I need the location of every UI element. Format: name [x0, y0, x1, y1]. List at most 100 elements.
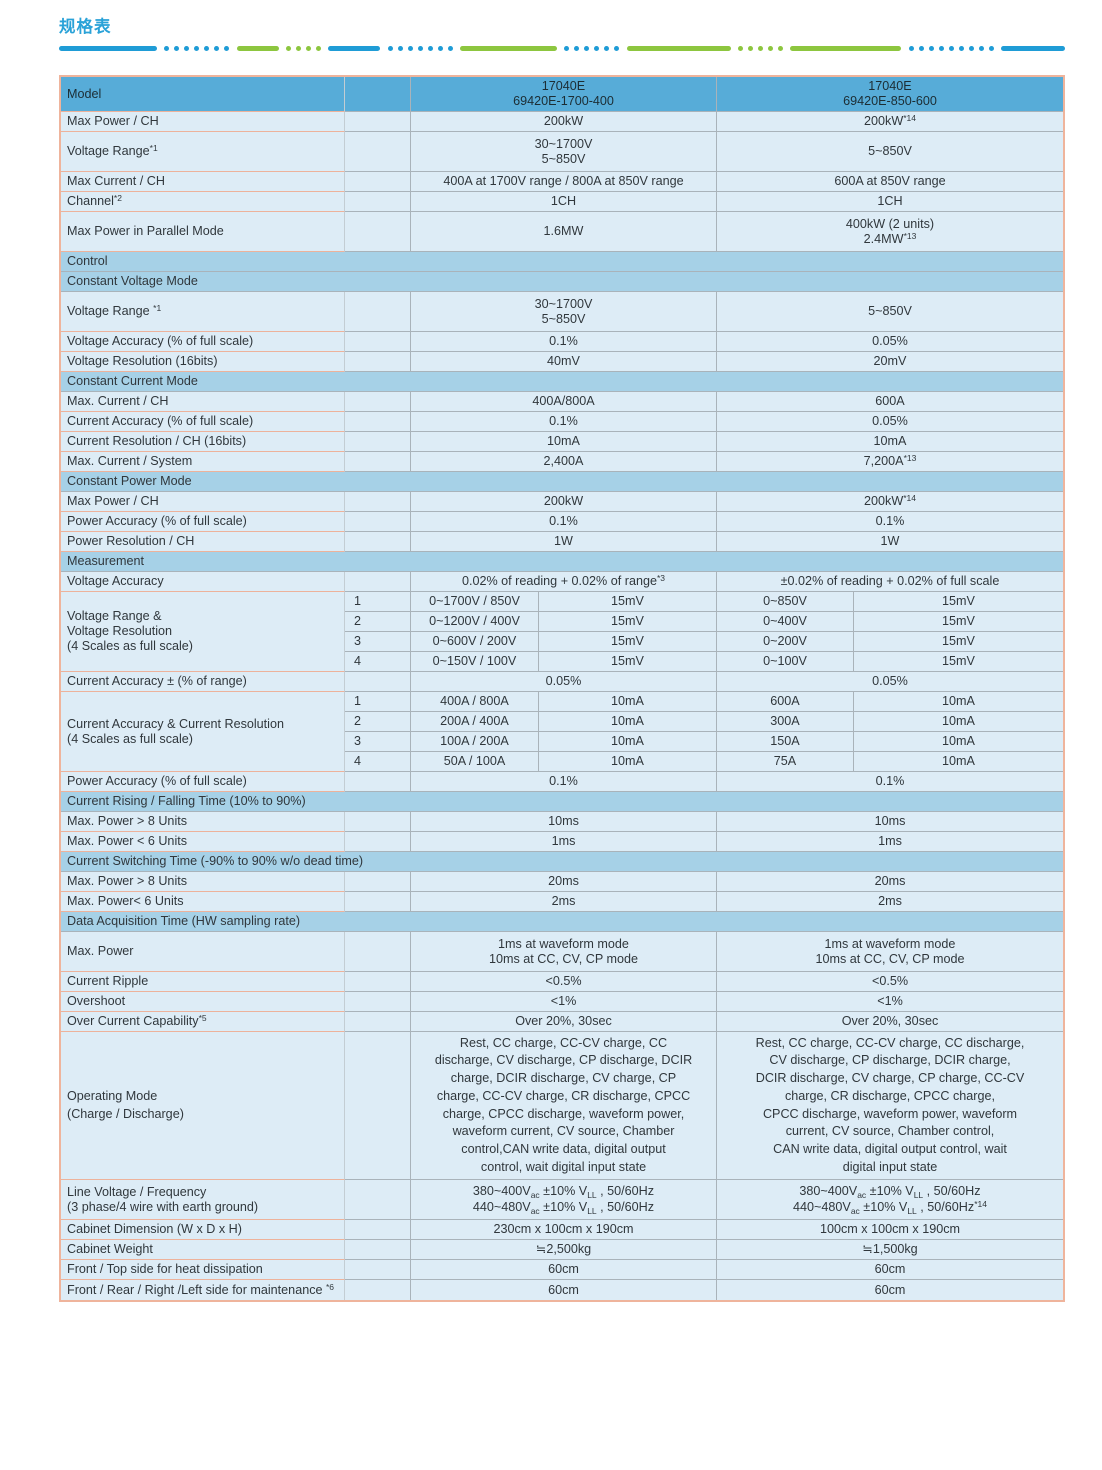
text-segment: Current Resolution / CH (16bits)	[67, 434, 247, 448]
row-label: Front / Rear / Right /Left side for main…	[61, 1280, 345, 1300]
value-col1: 1ms	[411, 832, 717, 852]
scale-resolution-col1: 10mA	[539, 752, 717, 772]
value-col2: 1ms at waveform mode 10ms at CC, CV, CP m…	[717, 932, 1063, 972]
value-col1: Over 20%, 30sec	[411, 1012, 717, 1032]
text-segment: 20ms	[548, 874, 579, 888]
text-segment: Operating Mode	[67, 1088, 158, 1103]
value-col1: 380~400Vac ±10% VLL , 50/60Hz 440~480Vac …	[411, 1180, 717, 1220]
label-spacer	[345, 992, 411, 1012]
scale-index: 4	[345, 652, 411, 672]
text-segment: Max. Power	[67, 944, 134, 958]
row-label: Operating Mode (Charge / Discharge)	[61, 1032, 345, 1180]
text-segment: 440~480V	[793, 1199, 851, 1214]
text-segment: 200kW	[864, 494, 904, 508]
separator-dot	[214, 45, 220, 51]
text-segment: Current Accuracy ± (% of range)	[67, 674, 247, 688]
text-segment: Max Current / CH	[67, 174, 165, 188]
text-segment: 17040E	[868, 79, 912, 93]
text-segment: Overshoot	[67, 994, 126, 1008]
text-segment: ±10% V	[866, 1184, 914, 1198]
subscript: ac	[530, 1205, 540, 1216]
separator-dot	[224, 45, 230, 51]
text-segment: 300A	[770, 714, 800, 728]
text-segment: 50A / 100A	[443, 754, 506, 768]
text-segment: Max. Power< 6 Units	[67, 894, 184, 908]
value-col1: 200kW	[411, 112, 717, 132]
text-segment: 0.1%	[549, 774, 578, 788]
row-label: Max Power / CH	[61, 492, 345, 512]
text-segment: ±10% V	[539, 1184, 588, 1198]
text-segment: 15mV	[942, 614, 975, 628]
value-col1: 1W	[411, 532, 717, 552]
text-segment: Voltage Resolution	[67, 624, 173, 638]
separator-dot	[285, 45, 291, 51]
scale-index: 2	[345, 612, 411, 632]
superscript-note: *13	[903, 453, 917, 463]
text-segment: 1W	[554, 534, 573, 548]
value-col1: 0.1%	[411, 772, 717, 792]
text-segment: 15mV	[611, 654, 644, 668]
table-row-line-voltage-frequency: Line Voltage / Frequency (3 phase/4 wire …	[61, 1180, 1063, 1220]
row-label: Channel*2	[61, 192, 345, 212]
value-col2: 0.1%	[717, 512, 1063, 532]
separator-dot	[397, 45, 403, 51]
text-segment: 0~200V	[763, 634, 807, 648]
row-label: Line Voltage / Frequency (3 phase/4 wire …	[61, 1180, 345, 1220]
text-segment: CAN write data, digital output control, …	[773, 1141, 1007, 1156]
separator-dot	[174, 45, 180, 51]
separator-dash	[328, 45, 381, 51]
text-segment: 0.05%	[872, 334, 908, 348]
separator-dot	[564, 45, 570, 51]
text-segment: Control	[67, 254, 108, 268]
label-spacer	[345, 77, 411, 112]
text-segment: 10mA	[611, 754, 644, 768]
value-col1: 20ms	[411, 872, 717, 892]
value-col1: 30~1700V 5~850V	[411, 292, 717, 332]
text-segment: 440~480V	[472, 1199, 531, 1214]
text-segment: charge, CPCC discharge, waveform power,	[442, 1106, 685, 1121]
text-segment: Max Power / CH	[67, 494, 159, 508]
scale-range-col2: 0~200V	[717, 632, 854, 652]
value-col1: 0.1%	[411, 332, 717, 352]
value-col1: Rest, CC charge, CC-CV charge, CC dischar…	[411, 1032, 717, 1180]
text-segment: 2	[354, 614, 362, 628]
text-segment: Current Switching Time (-90% to 90% w/o …	[67, 854, 364, 868]
text-segment: , 50/60Hz	[596, 1199, 655, 1214]
text-segment: 0.02% of reading + 0.02% of range	[461, 574, 657, 588]
scale-range-col1: 0~600V / 200V	[411, 632, 539, 652]
subscript: ac	[857, 1190, 867, 1200]
value-col2: ≒1,500kg	[717, 1240, 1063, 1260]
text-segment: 40mV	[547, 354, 580, 368]
row-label: Max Power in Parallel Mode	[61, 212, 345, 252]
value-col2: 200kW*14	[717, 112, 1063, 132]
text-segment: 2.4MW	[863, 231, 904, 246]
text-segment: 3	[354, 734, 362, 748]
text-segment: 15mV	[942, 634, 975, 648]
table-row-front-top-side-for-heat-dissipation: Front / Top side for heat dissipation 60c…	[61, 1260, 1063, 1280]
value-col2: 20ms	[717, 872, 1063, 892]
section-title: Current Switching Time (-90% to 90% w/o …	[61, 852, 1063, 872]
value-col2: 5~850V	[717, 132, 1063, 172]
label-spacer	[345, 1012, 411, 1032]
table-row-power-resolution-ch: Power Resolution / CH 1W 1W	[61, 532, 1063, 552]
value-col1: 1CH	[411, 192, 717, 212]
text-segment: , 50/60Hz	[923, 1184, 981, 1198]
text-segment: 400kW (2 units)	[845, 216, 935, 231]
value-col1: 17040E 69420E-1700-400	[411, 77, 717, 112]
separator-dot	[614, 45, 620, 51]
text-segment: 230cm x 100cm x 190cm	[493, 1222, 634, 1236]
value-col1: ≒2,500kg	[411, 1240, 717, 1260]
table-row-power-accuracy-of-full-scale: Power Accuracy (% of full scale) 0.1% 0.1%	[61, 512, 1063, 532]
text-segment: 4	[354, 754, 362, 768]
section-row-constant-current-mode: Constant Current Mode	[61, 372, 1063, 392]
text-segment: ±10% V	[539, 1199, 588, 1214]
text-segment: 400A / 800A	[440, 694, 509, 708]
scale-resolution-col2: 10mA	[854, 752, 1063, 772]
text-segment: Current Ripple	[67, 974, 149, 988]
section-row-data-acquisition-time-hw-sampling-rate: Data Acquisition Time (HW sampling rate)	[61, 912, 1063, 932]
text-segment: Cabinet Dimension (W x D x H)	[67, 1222, 242, 1236]
text-segment: <1%	[550, 994, 577, 1008]
scale-resolution-col1: 10mA	[539, 692, 717, 712]
value-col2: 0.05%	[717, 672, 1063, 692]
text-segment: 15mV	[611, 634, 644, 648]
